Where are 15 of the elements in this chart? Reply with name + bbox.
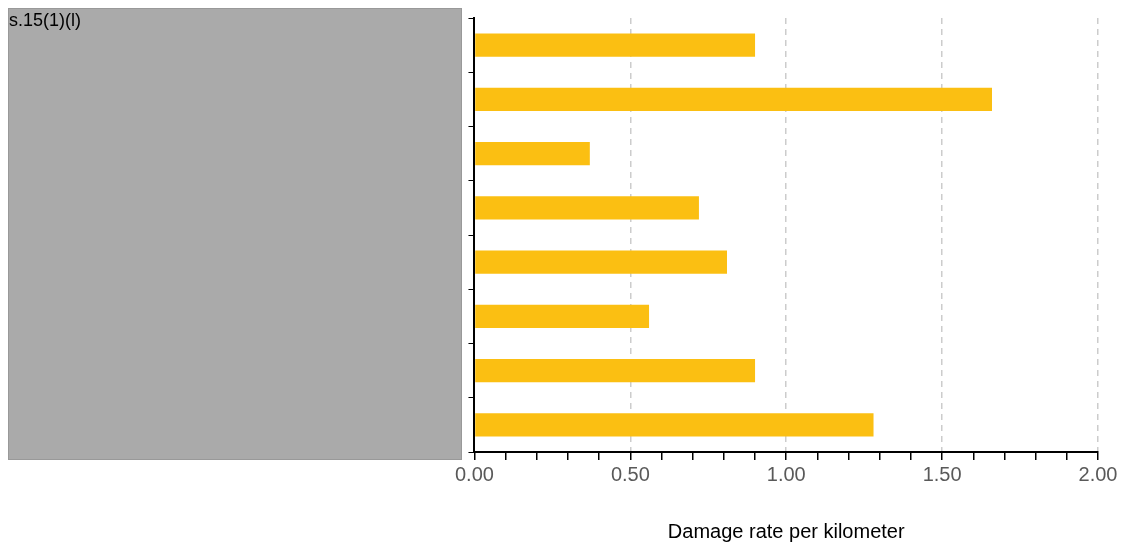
bar	[475, 359, 756, 383]
bar	[475, 87, 992, 111]
bar	[475, 196, 699, 220]
x-tick-label: 2.00	[1078, 462, 1118, 485]
x-tick-label: 0.50	[610, 462, 650, 485]
bar	[475, 250, 727, 274]
bar	[475, 33, 756, 57]
bar	[475, 142, 590, 166]
bar	[475, 413, 874, 437]
bar	[475, 304, 650, 328]
x-tick-label: 1.00	[766, 462, 806, 485]
x-axis-title: Damage rate per kilometer	[667, 519, 905, 542]
text: s.15(1)(l)	[9, 10, 82, 31]
x-tick-label: 1.50	[922, 462, 962, 485]
x-tick-label: 0.00	[454, 462, 494, 485]
